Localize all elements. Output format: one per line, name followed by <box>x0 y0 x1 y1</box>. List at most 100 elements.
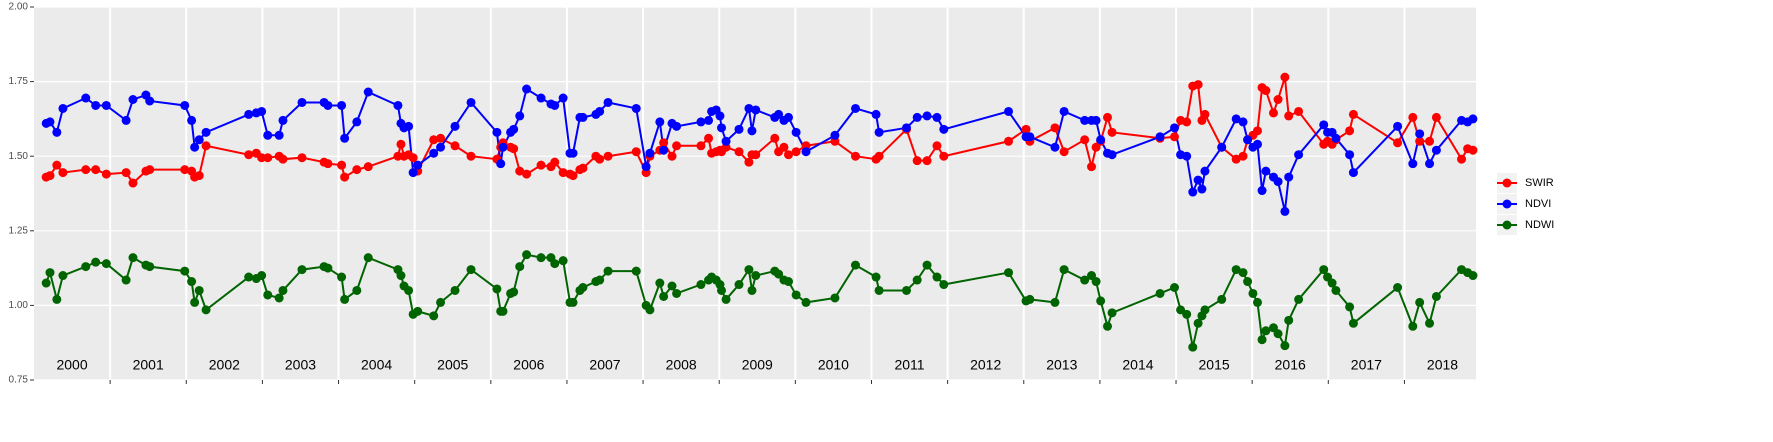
data-point <box>1425 136 1435 146</box>
data-point <box>274 293 284 303</box>
data-point <box>850 151 860 161</box>
data-point <box>492 127 502 137</box>
data-point <box>912 112 922 122</box>
data-point <box>1431 291 1441 301</box>
data-point <box>515 111 525 121</box>
data-point <box>734 280 744 290</box>
data-point <box>128 95 138 105</box>
data-point <box>128 178 138 188</box>
data-point <box>404 285 414 295</box>
data-point <box>466 151 476 161</box>
data-point <box>393 100 403 110</box>
data-point <box>509 287 519 297</box>
data-point <box>1238 117 1248 127</box>
data-point <box>1107 150 1117 160</box>
data-point <box>550 259 560 269</box>
data-point <box>1280 72 1290 82</box>
data-point <box>550 100 560 110</box>
data-point <box>1087 162 1097 172</box>
data-point <box>922 260 932 270</box>
data-point <box>830 130 840 140</box>
data-point <box>1261 166 1271 176</box>
data-point <box>1294 106 1304 116</box>
data-point <box>194 285 204 295</box>
data-point <box>744 157 754 167</box>
data-point <box>1231 154 1241 164</box>
data-point <box>912 275 922 285</box>
data-point <box>717 123 727 133</box>
data-point <box>1103 321 1113 331</box>
year-label: 2018 <box>1427 357 1458 373</box>
legend-label: NDVI <box>1525 198 1551 210</box>
y-tick-label: 0.75 <box>9 375 29 386</box>
data-point <box>1431 112 1441 122</box>
data-point <box>408 153 418 163</box>
data-point <box>278 285 288 295</box>
data-point <box>187 277 197 287</box>
year-label: 2014 <box>1122 357 1153 373</box>
year-label: 2013 <box>1046 357 1077 373</box>
data-point <box>81 93 91 103</box>
data-point <box>509 144 519 154</box>
data-point <box>631 147 641 157</box>
data-point <box>297 153 307 163</box>
year-label: 2004 <box>361 357 392 373</box>
data-point <box>1319 120 1329 130</box>
data-point <box>558 256 568 266</box>
data-point <box>1231 265 1241 275</box>
data-point <box>121 275 131 285</box>
data-point <box>1273 95 1283 105</box>
data-point <box>323 263 333 273</box>
data-point <box>850 103 860 113</box>
data-point <box>337 272 347 282</box>
data-point <box>641 162 651 172</box>
data-point <box>1284 172 1294 182</box>
legend-dot <box>1502 199 1512 209</box>
data-point <box>436 297 446 307</box>
data-point <box>1431 145 1441 155</box>
data-point <box>1231 114 1241 124</box>
year-label: 2002 <box>209 357 240 373</box>
data-point <box>190 297 200 307</box>
data-point <box>655 278 665 288</box>
data-point <box>672 121 682 131</box>
data-point <box>932 141 942 151</box>
data-point <box>101 169 111 179</box>
data-point <box>194 171 204 181</box>
data-point <box>1468 114 1478 124</box>
data-point <box>578 163 588 173</box>
data-point <box>58 168 68 178</box>
data-point <box>1257 186 1267 196</box>
data-point <box>1393 121 1403 131</box>
data-point <box>323 100 333 110</box>
data-point <box>515 262 525 272</box>
data-point <box>568 297 578 307</box>
data-point <box>509 124 519 134</box>
data-point <box>91 257 101 267</box>
data-point <box>1182 117 1192 127</box>
data-point <box>337 100 347 110</box>
data-point <box>429 148 439 158</box>
data-point <box>830 293 840 303</box>
data-point <box>180 100 190 110</box>
data-point <box>1273 329 1283 339</box>
data-point <box>1243 135 1253 145</box>
data-point <box>667 281 677 291</box>
data-point <box>696 280 706 290</box>
data-point <box>801 147 811 157</box>
data-point <box>1248 288 1258 298</box>
data-point <box>466 265 476 275</box>
data-point <box>408 168 418 178</box>
data-point <box>101 100 111 110</box>
data-point <box>498 142 508 152</box>
data-point <box>1348 109 1358 119</box>
year-label: 2008 <box>666 357 697 373</box>
data-point <box>902 123 912 133</box>
data-point <box>721 294 731 304</box>
data-point <box>297 265 307 275</box>
data-point <box>744 103 754 113</box>
data-point <box>1284 315 1294 325</box>
data-point <box>1080 135 1090 145</box>
data-point <box>466 97 476 107</box>
data-point <box>201 127 211 137</box>
